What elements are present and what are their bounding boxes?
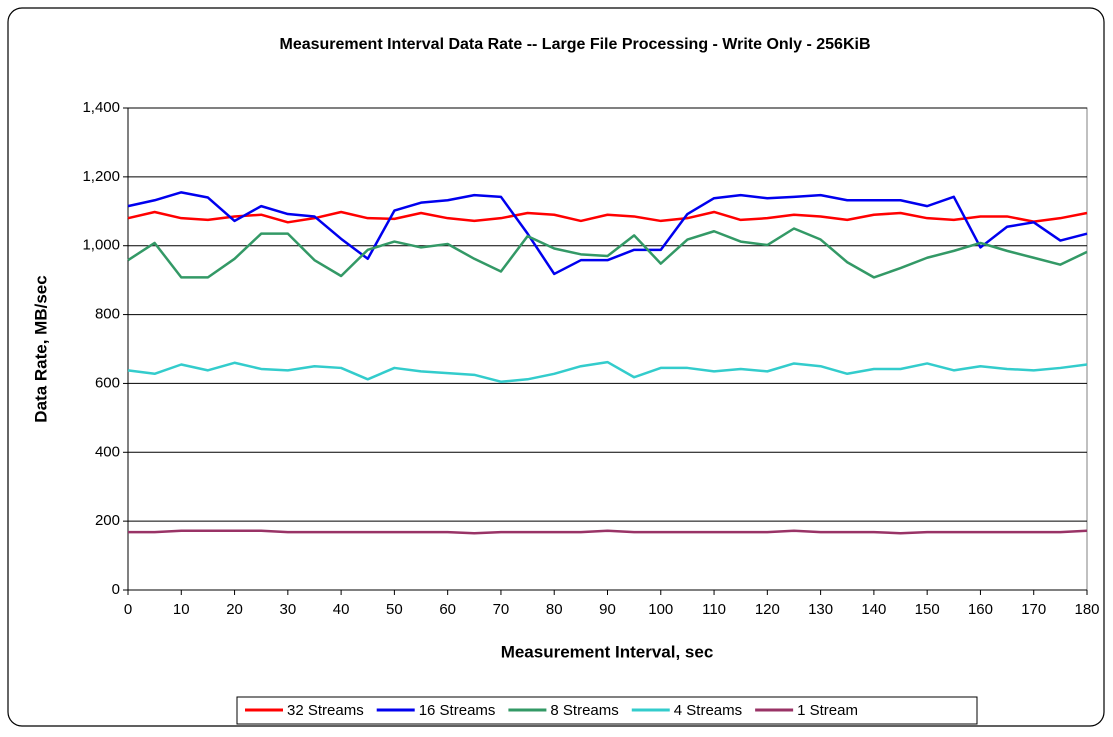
x-tick-label: 170 [1021, 601, 1046, 618]
legend-box [236, 696, 978, 725]
series-line [127, 227, 1088, 279]
chart-title: Measurement Interval Data Rate -- Large … [280, 36, 871, 53]
y-tick-label: 1,400 [82, 99, 120, 116]
y-tick-label: 1,000 [82, 237, 120, 254]
y-tick-label: 600 [95, 374, 120, 391]
y-tick-label: 400 [95, 443, 120, 460]
legend-label: 1 Stream [797, 702, 858, 719]
x-axis-label: Measurement Interval, sec [501, 642, 714, 661]
x-tick-label: 150 [915, 601, 940, 618]
x-tick-label: 60 [439, 601, 456, 618]
series-line [127, 360, 1088, 383]
x-tick-label: 50 [386, 601, 403, 618]
x-tick-label: 10 [173, 601, 190, 618]
x-tick-label: 120 [755, 601, 780, 618]
y-tick-label: 1,200 [82, 168, 120, 185]
series-line [127, 191, 1088, 276]
x-tick-label: 0 [124, 601, 132, 618]
y-tick-label: 200 [95, 512, 120, 529]
plot-area [127, 107, 1088, 591]
legend-label: 16 Streams [419, 702, 496, 719]
x-tick-label: 130 [808, 601, 833, 618]
x-tick-label: 90 [599, 601, 616, 618]
legend-label: 4 Streams [674, 702, 742, 719]
x-tick-label: 160 [968, 601, 993, 618]
x-tick-label: 140 [861, 601, 886, 618]
series-line [127, 210, 1088, 224]
y-axis-label: Data Rate, MB/sec [31, 275, 50, 422]
y-tick-label: 800 [95, 306, 120, 323]
series-line [128, 529, 1088, 535]
x-tick-label: 30 [279, 601, 296, 618]
x-tick-label: 180 [1074, 601, 1099, 618]
x-tick-label: 20 [226, 601, 243, 618]
legend-label: 32 Streams [287, 702, 364, 719]
x-tick-label: 100 [648, 601, 673, 618]
x-tick-label: 40 [333, 601, 350, 618]
x-tick-label: 70 [493, 601, 510, 618]
x-tick-label: 110 [702, 601, 726, 618]
legend-label: 8 Streams [550, 702, 618, 719]
y-tick-label: 0 [112, 581, 120, 598]
x-tick-label: 80 [546, 601, 563, 618]
